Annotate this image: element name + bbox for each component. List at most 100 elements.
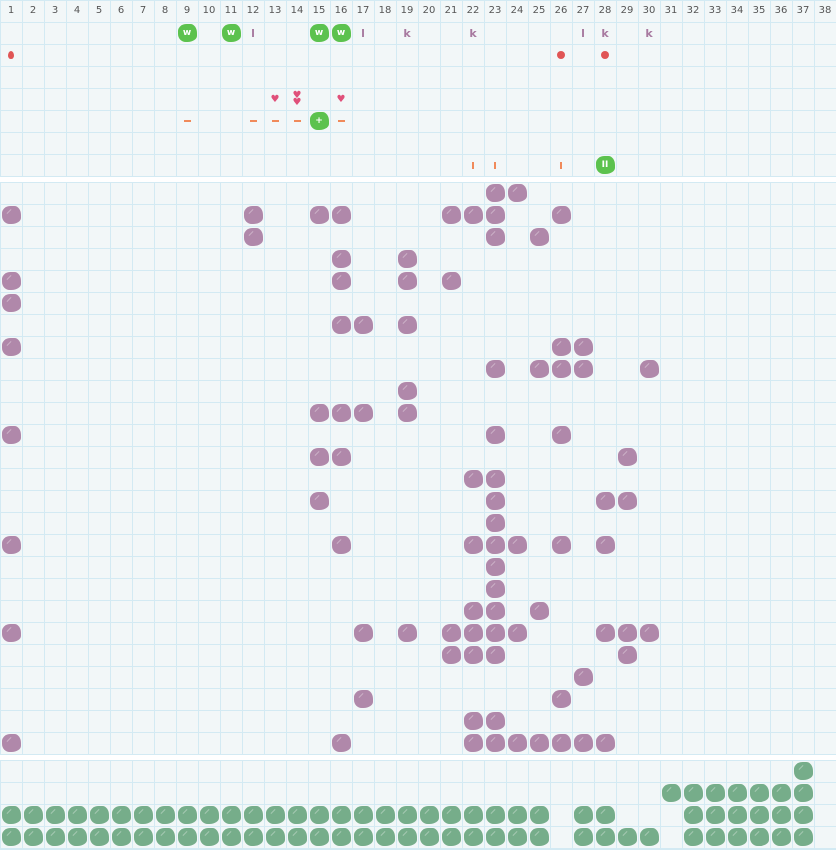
board-cell[interactable]	[154, 804, 176, 826]
board-cell[interactable]	[286, 110, 308, 132]
board-cell[interactable]	[484, 154, 506, 176]
board-cell[interactable]	[0, 424, 22, 446]
board-cell[interactable]	[572, 336, 594, 358]
board-cell[interactable]	[528, 358, 550, 380]
board-cell[interactable]	[616, 622, 638, 644]
board-cell[interactable]	[0, 804, 22, 826]
board-cell[interactable]	[330, 732, 352, 754]
board-cell[interactable]	[594, 490, 616, 512]
board-cell[interactable]	[550, 44, 572, 66]
board-cell[interactable]	[440, 270, 462, 292]
board-cell[interactable]	[484, 424, 506, 446]
board-cell[interactable]	[484, 534, 506, 556]
board-cell[interactable]	[506, 534, 528, 556]
board-cell[interactable]	[704, 826, 726, 848]
board-cell[interactable]	[462, 644, 484, 666]
board-cell[interactable]	[506, 804, 528, 826]
board-cell[interactable]	[396, 270, 418, 292]
board-cell[interactable]	[396, 314, 418, 336]
board-cell[interactable]	[484, 468, 506, 490]
board-cell[interactable]	[638, 826, 660, 848]
board-cell[interactable]	[440, 826, 462, 848]
board-cell[interactable]	[792, 826, 814, 848]
board-cell[interactable]	[638, 622, 660, 644]
board-cell[interactable]	[550, 534, 572, 556]
board-cell[interactable]	[792, 804, 814, 826]
board-cell[interactable]: ♥	[330, 88, 352, 110]
board-cell[interactable]	[462, 710, 484, 732]
board-cell[interactable]	[352, 826, 374, 848]
board-cell[interactable]	[352, 804, 374, 826]
board-cell[interactable]	[44, 826, 66, 848]
board-cell[interactable]	[418, 804, 440, 826]
board-cell[interactable]	[462, 804, 484, 826]
board-cell[interactable]	[330, 270, 352, 292]
board-cell[interactable]	[0, 622, 22, 644]
board-cell[interactable]	[330, 204, 352, 226]
board-cell[interactable]	[484, 826, 506, 848]
board-cell[interactable]	[484, 556, 506, 578]
board-cell[interactable]	[462, 622, 484, 644]
board-cell[interactable]	[594, 622, 616, 644]
board-cell[interactable]	[154, 826, 176, 848]
board-cell[interactable]	[110, 826, 132, 848]
board-cell[interactable]	[176, 804, 198, 826]
board-cell[interactable]	[44, 804, 66, 826]
board-cell[interactable]	[572, 804, 594, 826]
board-cell[interactable]	[0, 292, 22, 314]
board-cell[interactable]: +	[308, 110, 330, 132]
board-cell[interactable]	[528, 732, 550, 754]
board-cell[interactable]	[330, 804, 352, 826]
board-cell[interactable]	[770, 804, 792, 826]
board-cell[interactable]	[594, 534, 616, 556]
board-cell[interactable]	[572, 826, 594, 848]
board-cell[interactable]	[792, 782, 814, 804]
board-cell[interactable]	[462, 154, 484, 176]
board-cell[interactable]	[396, 380, 418, 402]
board-cell[interactable]	[242, 804, 264, 826]
board-cell[interactable]	[198, 804, 220, 826]
board-cell[interactable]: k	[462, 22, 484, 44]
board-cell[interactable]	[440, 644, 462, 666]
board-cell[interactable]	[396, 248, 418, 270]
board-cell[interactable]	[264, 110, 286, 132]
board-cell[interactable]	[462, 534, 484, 556]
board-cell[interactable]	[132, 826, 154, 848]
board-cell[interactable]	[242, 204, 264, 226]
board-cell[interactable]: w	[176, 22, 198, 44]
board-cell[interactable]	[0, 732, 22, 754]
board-cell[interactable]	[550, 732, 572, 754]
board-cell[interactable]	[748, 804, 770, 826]
board-cell[interactable]	[242, 226, 264, 248]
board-cell[interactable]	[594, 804, 616, 826]
board-cell[interactable]	[308, 826, 330, 848]
board-cell[interactable]	[242, 110, 264, 132]
board-cell[interactable]	[660, 782, 682, 804]
board-cell[interactable]	[286, 804, 308, 826]
board-cell[interactable]	[88, 804, 110, 826]
board-cell[interactable]	[594, 732, 616, 754]
board-cell[interactable]	[88, 826, 110, 848]
board-cell[interactable]	[352, 314, 374, 336]
board-cell[interactable]: II	[594, 154, 616, 176]
board-cell[interactable]	[22, 826, 44, 848]
board-cell[interactable]	[572, 732, 594, 754]
board-cell[interactable]	[550, 688, 572, 710]
board-cell[interactable]	[770, 826, 792, 848]
board-cell[interactable]	[22, 804, 44, 826]
board-cell[interactable]	[308, 446, 330, 468]
board-cell[interactable]	[484, 804, 506, 826]
board-cell[interactable]	[198, 826, 220, 848]
board-cell[interactable]	[484, 622, 506, 644]
board-cell[interactable]: ♥ ♥	[286, 88, 308, 110]
board-cell[interactable]	[176, 826, 198, 848]
board-cell[interactable]	[726, 804, 748, 826]
board-cell[interactable]	[770, 782, 792, 804]
board-cell[interactable]: l	[352, 22, 374, 44]
board-cell[interactable]	[506, 622, 528, 644]
board-cell[interactable]: ♥	[264, 88, 286, 110]
board-cell[interactable]	[484, 644, 506, 666]
board-cell[interactable]	[594, 44, 616, 66]
board-cell[interactable]	[528, 826, 550, 848]
board-cell[interactable]	[616, 826, 638, 848]
